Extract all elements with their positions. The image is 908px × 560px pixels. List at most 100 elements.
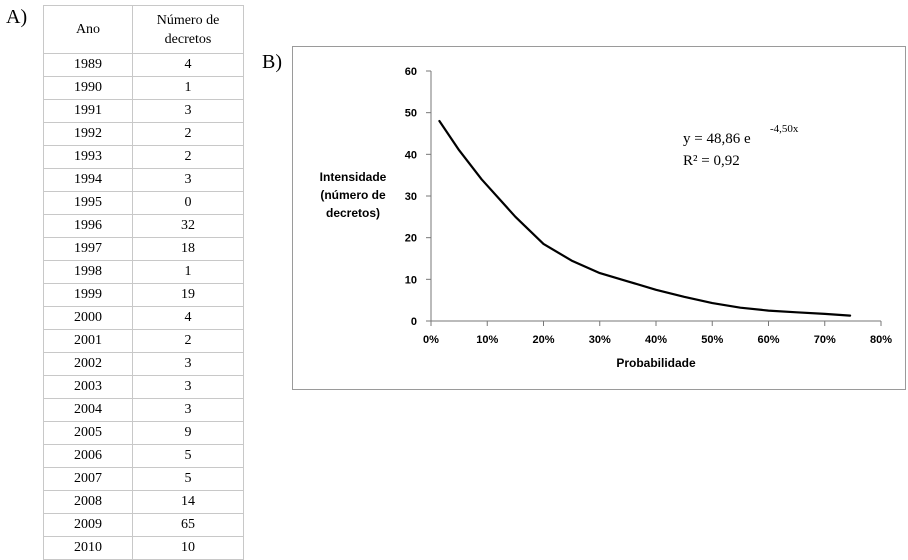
decrees-table: Ano Número de decretos 1989 4 1990 1 1991 3 19… [43, 5, 244, 560]
cell-count: 5 [132, 444, 244, 468]
cell-year: 1999 [43, 283, 133, 307]
table-row: 1993 2 [43, 145, 244, 169]
cell-count: 2 [132, 122, 244, 146]
x-tick-label: 40% [645, 334, 667, 346]
cell-count: 14 [132, 490, 244, 514]
x-tick-label: 70% [814, 334, 836, 346]
r-squared-text: R² = 0,92 [683, 153, 740, 169]
equation-text: y = 48,86 e [683, 131, 751, 147]
cell-count: 10 [132, 536, 244, 560]
cell-year: 1991 [43, 99, 133, 123]
x-tick-label: 60% [757, 334, 779, 346]
x-tick-label: 30% [589, 334, 611, 346]
cell-count: 2 [132, 145, 244, 169]
panel-b-label: B) [262, 51, 282, 73]
x-tick-label: 10% [476, 334, 498, 346]
cell-year: 2008 [43, 490, 133, 514]
header-count: Número de decretos [132, 5, 244, 54]
cell-year: 2002 [43, 352, 133, 376]
table-row: 1990 1 [43, 76, 244, 100]
cell-count: 18 [132, 237, 244, 261]
cell-year: 1996 [43, 214, 133, 238]
y-tick-label: 20 [405, 233, 417, 245]
cell-year: 1989 [43, 53, 133, 77]
table-row: 1991 3 [43, 99, 244, 123]
cell-count: 1 [132, 76, 244, 100]
cell-count: 65 [132, 513, 244, 537]
cell-year: 2010 [43, 536, 133, 560]
table-row: 1999 19 [43, 283, 244, 307]
cell-count: 1 [132, 260, 244, 284]
y-axis-title-line: (número de [320, 188, 386, 202]
table-row: 1998 1 [43, 260, 244, 284]
table-row: 2006 5 [43, 444, 244, 468]
cell-year: 2006 [43, 444, 133, 468]
cell-count: 3 [132, 99, 244, 123]
cell-year: 1995 [43, 191, 133, 215]
table-row: 1995 0 [43, 191, 244, 215]
y-axis-title-line: decretos) [326, 206, 380, 220]
cell-count: 3 [132, 168, 244, 192]
table-row: 2000 4 [43, 306, 244, 330]
table-row: 2001 2 [43, 329, 244, 353]
cell-count: 3 [132, 375, 244, 399]
table-row: 2005 9 [43, 421, 244, 445]
table-row: 2007 5 [43, 467, 244, 491]
table-header-row: Ano Número de decretos [43, 5, 244, 54]
panel-a-label: A) [6, 6, 28, 28]
table-body: 1989 4 1990 1 1991 3 1992 2 1993 2 1994 3 1995 0 1996 3… [43, 53, 244, 560]
cell-count: 2 [132, 329, 244, 353]
table-row: 1989 4 [43, 53, 244, 77]
series-line [438, 119, 852, 317]
y-tick-label: 50 [405, 108, 417, 120]
cell-year: 2009 [43, 513, 133, 537]
cell-count: 19 [132, 283, 244, 307]
y-tick-label: 60 [405, 66, 417, 78]
cell-year: 1994 [43, 168, 133, 192]
cell-year: 2000 [43, 306, 133, 330]
x-tick-label: 0% [423, 334, 439, 346]
y-tick-label: 30 [405, 191, 417, 203]
cell-year: 2001 [43, 329, 133, 353]
table-row: 2010 10 [43, 536, 244, 560]
x-tick-label: 80% [870, 334, 892, 346]
y-tick-label: 10 [405, 274, 417, 286]
table-row: 2008 14 [43, 490, 244, 514]
cell-year: 2003 [43, 375, 133, 399]
table-row: 2004 3 [43, 398, 244, 422]
table-row: 1997 18 [43, 237, 244, 261]
chart-layer: 0 10 20 30 40 50 60 0% 10% 20% 30% 40% 50% 60% 70% 80% P… [320, 66, 893, 370]
cell-count: 3 [132, 398, 244, 422]
cell-year: 1992 [43, 122, 133, 146]
cell-count: 32 [132, 214, 244, 238]
table-row: 2003 3 [43, 375, 244, 399]
cell-year: 1993 [43, 145, 133, 169]
cell-year: 1990 [43, 76, 133, 100]
cell-count: 5 [132, 467, 244, 491]
header-year: Ano [43, 5, 133, 54]
y-tick-label: 40 [405, 149, 417, 161]
cell-year: 2005 [43, 421, 133, 445]
cell-count: 9 [132, 421, 244, 445]
x-axis-title: Probabilidade [616, 356, 696, 370]
table-row: 2002 3 [43, 352, 244, 376]
x-tick-label: 20% [532, 334, 554, 346]
table-row: 1994 3 [43, 168, 244, 192]
cell-year: 1997 [43, 237, 133, 261]
table-row: 2009 65 [43, 513, 244, 537]
probability-intensity-chart: 0 10 20 30 40 50 60 0% 10% 20% 30% 40% 50% 60% 70% 80% P… [320, 66, 893, 370]
table-row: 1996 32 [43, 214, 244, 238]
chart-frame: 0 10 20 30 40 50 60 0% 10% 20% 30% 40% 50% 60% 70% 80% P… [292, 46, 906, 390]
x-tick-label: 50% [701, 334, 723, 346]
cell-year: 2007 [43, 467, 133, 491]
header-count-line2: decretos [164, 31, 212, 47]
y-tick-label: 0 [411, 316, 417, 328]
equation-exponent: -4,50x [770, 123, 799, 135]
table-row: 1992 2 [43, 122, 244, 146]
header-count-line1: Número de [156, 12, 220, 28]
cell-count: 3 [132, 352, 244, 376]
cell-count: 4 [132, 306, 244, 330]
cell-count: 4 [132, 53, 244, 77]
cell-year: 2004 [43, 398, 133, 422]
cell-year: 1998 [43, 260, 133, 284]
